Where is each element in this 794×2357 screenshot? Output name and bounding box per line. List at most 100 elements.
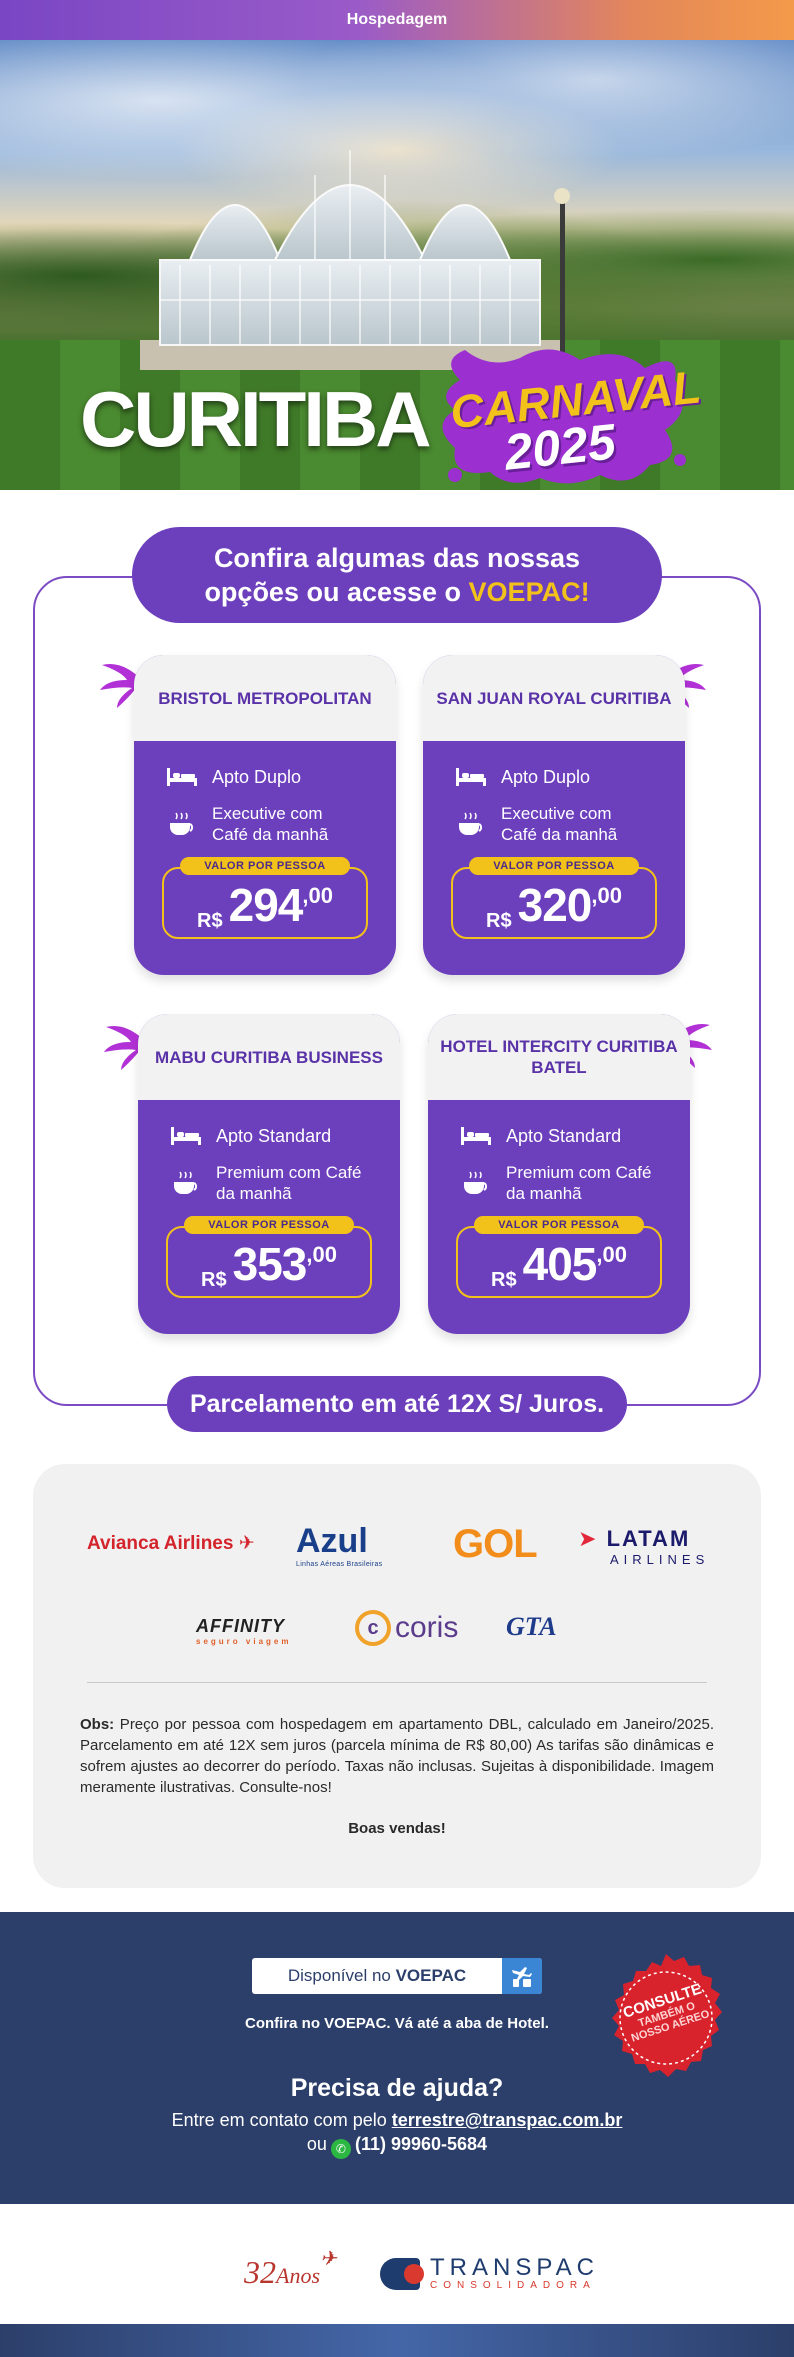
- bed-icon: [164, 765, 200, 789]
- meal-plan: Premium com Café da manhã: [216, 1163, 362, 1203]
- divider: [87, 1682, 707, 1683]
- price-currency: R$: [491, 1269, 517, 1291]
- consult-seal: CONSULTE TAMBÉM O NOSSO AÉREO: [600, 1952, 732, 2084]
- hotel-name: BRISTOL METROPOLITAN: [134, 655, 396, 741]
- room-row: Apto Standard: [458, 1124, 621, 1148]
- meal-plan: Executive com Café da manhã: [501, 804, 618, 844]
- transpac-name: TRANSPAC: [430, 2254, 599, 2281]
- price-label: VALOR POR PESSOA: [474, 1216, 644, 1234]
- avianca-bird-icon: ✈: [238, 1533, 255, 1554]
- help-phone-line: ou ✆ (11) 99960-5684: [0, 2134, 794, 2159]
- help-or: ou: [306, 2134, 327, 2154]
- botanical-garden-illustration: [140, 150, 570, 370]
- whatsapp-icon: ✆: [330, 2139, 351, 2159]
- help-contact-line: Entre em contato com pelo terrestre@tran…: [0, 2110, 794, 2131]
- voepac-button[interactable]: Disponível no VOEPAC: [252, 1958, 542, 1994]
- voepac-button-label: Disponível no VOEPAC: [252, 1966, 502, 1986]
- price-label: VALOR POR PESSOA: [184, 1216, 354, 1234]
- price: R$ 353,00: [166, 1236, 372, 1292]
- hotel-name: MABU CURITIBA BUSINESS: [138, 1014, 400, 1100]
- latam-logo-text: LATAM: [606, 1526, 691, 1551]
- brand-footer: 32Anos✈ TRANSPAC CONSOLIDADORA: [0, 2204, 794, 2324]
- transpac-mark-icon: [380, 2258, 424, 2290]
- plan-row: Premium com Café da manhã: [168, 1162, 366, 1204]
- hotel-name: SAN JUAN ROYAL CURITIBA: [423, 655, 685, 741]
- voepac-button-prefix: Disponível no: [287, 1966, 396, 1985]
- price-label: VALOR POR PESSOA: [180, 857, 350, 875]
- installment-banner: Parcelamento em até 12X S/ Juros.: [167, 1376, 627, 1432]
- hotel-name: HOTEL INTERCITY CURITIBA BATEL: [428, 1014, 690, 1100]
- hotel-card[interactable]: SAN JUAN ROYAL CURITIBA Apto Duplo Execu…: [423, 655, 685, 975]
- price: R$ 294,00: [162, 877, 368, 933]
- affinity-logo: AFFINITY seguro viagem: [196, 1616, 291, 1646]
- top-bar: Hospedagem: [0, 0, 794, 40]
- splash-decoration-icon: [104, 1026, 146, 1070]
- voepac-link[interactable]: VOEPAC!: [468, 577, 590, 607]
- closing-text: Boas vendas!: [348, 1820, 446, 1837]
- transpac-subtitle: CONSOLIDADORA: [430, 2280, 596, 2291]
- breakfast-icon: [168, 1171, 204, 1195]
- price-label: VALOR POR PESSOA: [469, 857, 639, 875]
- price-cents: ,00: [302, 883, 333, 908]
- voepac-button-brand: VOEPAC: [395, 1966, 467, 1985]
- help-phone[interactable]: (11) 99960-5684: [354, 2134, 488, 2154]
- top-bar-label: Hospedagem: [346, 11, 448, 28]
- coris-logo-text: coris: [395, 1611, 459, 1644]
- room-type: Apto Duplo: [501, 766, 591, 787]
- plan-row: Executive com Café da manhã: [164, 803, 362, 845]
- splash-decoration-icon: [100, 664, 142, 708]
- transpac-logo: TRANSPAC CONSOLIDADORA: [380, 2256, 599, 2292]
- bed-icon: [168, 1124, 204, 1148]
- bed-icon: [453, 765, 489, 789]
- partners-section: Avianca Airlines ✈ Azul Linhas Aéreas Bra…: [33, 1464, 761, 1888]
- gol-logo: GOL: [453, 1522, 538, 1566]
- price-value: 353: [232, 1238, 308, 1290]
- meal-plan: Executive com Café da manhã: [212, 804, 329, 844]
- price-value: 320: [517, 879, 593, 931]
- hero-city-title: CURITIBA: [80, 375, 432, 463]
- room-type: Apto Duplo: [212, 766, 302, 787]
- offers-heading: Confira algumas das nossas opções ou ace…: [132, 527, 662, 623]
- gta-logo: GTA: [506, 1612, 557, 1641]
- offers-heading-prefix: opções ou acesse o: [204, 577, 469, 607]
- affinity-logo-subtext: seguro viagem: [196, 1637, 292, 1646]
- help-title: Precisa de ajuda?: [290, 2074, 504, 2102]
- plane-icon: ✈: [320, 2248, 337, 2270]
- help-prefix: Entre em contato com pelo: [171, 2110, 392, 2130]
- carnaval-badge: CARNAVAL 2025: [430, 340, 703, 490]
- latam-mark-icon: ➤: [578, 1526, 599, 1551]
- hotel-card[interactable]: MABU CURITIBA BUSINESS Apto Standard Pre…: [138, 1014, 400, 1334]
- meal-plan: Premium com Café da manhã: [506, 1163, 652, 1203]
- coris-logo: c coris: [355, 1610, 458, 1646]
- hero-banner: CURITIBA CARNAVAL 2025: [0, 40, 794, 490]
- breakfast-icon: [458, 1171, 494, 1195]
- room-row: Apto Duplo: [453, 765, 590, 789]
- footer-help: Disponível no VOEPAC Confira no VOEPAC. …: [0, 1912, 794, 2204]
- avianca-logo-text: Avianca Airlines: [87, 1533, 234, 1554]
- plan-row: Premium com Café da manhã: [458, 1162, 656, 1204]
- price: R$ 405,00: [456, 1236, 662, 1292]
- price-cents: ,00: [591, 883, 622, 908]
- splash-shape: [442, 349, 686, 484]
- hotel-card[interactable]: HOTEL INTERCITY CURITIBA BATEL Apto Stan…: [428, 1014, 690, 1334]
- hotel-card[interactable]: BRISTOL METROPOLITAN Apto Duplo Executiv…: [134, 655, 396, 975]
- price-value: 405: [522, 1238, 598, 1290]
- help-email-link[interactable]: terrestre@transpac.com.br: [391, 2110, 623, 2130]
- latam-logo: ➤ LATAM AIRLINES: [578, 1526, 709, 1567]
- room-row: Apto Standard: [168, 1124, 331, 1148]
- avianca-logo: Avianca Airlines ✈: [87, 1532, 255, 1555]
- azul-logo: Azul Linhas Aéreas Brasileiras: [296, 1522, 383, 1568]
- azul-logo-subtext: Linhas Aéreas Brasileiras: [296, 1561, 383, 1568]
- disclaimer-text: Obs: Preço por pessoa com hospedagem em …: [80, 1714, 714, 1798]
- room-type: Apto Standard: [216, 1125, 332, 1146]
- offers-heading-line1: Confira algumas das nossas: [213, 543, 581, 573]
- plan-row: Executive com Café da manhã: [453, 803, 651, 845]
- voepac-instruction: Confira no VOEPAC. Vá até a aba de Hotel…: [245, 2015, 549, 2032]
- anniversary-logo: 32Anos✈: [244, 2248, 337, 2291]
- anniversary-word: Anos: [276, 2263, 320, 2288]
- azul-logo-text: Azul: [296, 1522, 368, 1560]
- coris-mark-icon: c: [355, 1610, 391, 1646]
- disclaimer-label: Obs:: [80, 1716, 115, 1733]
- room-type: Apto Standard: [506, 1125, 622, 1146]
- travel-icon: [502, 1958, 542, 1994]
